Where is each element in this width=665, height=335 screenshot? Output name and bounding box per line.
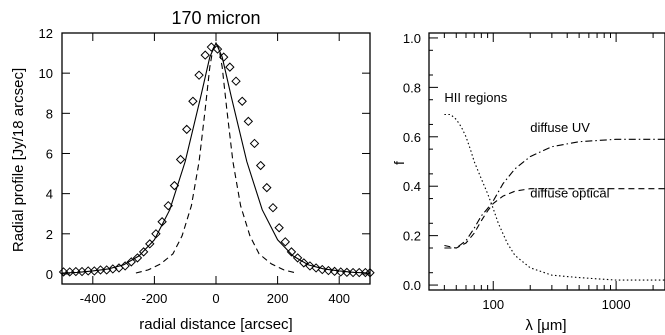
left-title: 170 micron [171,8,260,28]
left-data-point [200,50,210,60]
right-series-hii-regions-line [444,113,665,281]
right-x-tick-label: 1000 [602,297,631,312]
left-data-point [348,267,358,278]
left-data-point [95,265,106,275]
left-data-point [169,180,180,191]
left-y-tick-label: 0 [46,267,53,282]
right-y-tick-label: 1.0 [403,31,421,46]
left-data-point [299,258,309,268]
right-y-tick-label: 0.0 [403,278,421,293]
right-plot-area [444,113,665,281]
left-data-point [194,70,204,80]
right-y-label: f [391,161,407,165]
left-series-solid-line [61,41,371,274]
left-x-label: radial distance [arcsec] [139,316,292,333]
left-data-point [255,160,266,171]
right-y-tick-label: 0.2 [403,229,421,244]
left-data-point [225,62,235,72]
left-data-point [262,182,272,193]
left-x-tick-label: -400 [80,291,106,306]
left-data-point [188,96,198,106]
left-chart: 170 micron -400 -200 0 200 400 0 2 4 6 8 10 12 rad… [10,8,375,333]
left-data-point [286,247,297,257]
left-x-tick-label: 400 [328,291,350,306]
left-data-point [268,202,278,213]
left-data-point [83,266,93,276]
left-y-tick-label: 2 [46,227,53,242]
left-y-tick-label: 6 [46,146,53,161]
left-y-tick-label: 10 [39,66,53,81]
left-y-ticks: 0 2 4 6 8 10 12 [39,26,370,282]
annotation-hii-regions: HII regions [444,90,507,105]
annotation-diffuse-uv: diffuse UV [530,120,590,135]
left-series-dashed-line [135,41,297,274]
left-data-point [182,124,192,135]
right-x-tick-label: 100 [482,297,504,312]
left-data-point [175,154,186,165]
right-annotations: HII regions diffuse UV diffuse optical [444,90,609,200]
left-data-point [212,44,223,54]
left-x-ticks: -400 -200 0 200 400 [80,33,350,306]
left-data-point [237,96,247,106]
left-axes-frame [61,32,371,285]
left-data-point [274,223,284,233]
right-axes-frame [428,32,665,291]
left-plot-area [58,41,375,278]
right-series-diffuse-uv-line [444,138,665,249]
left-data-point [231,76,241,86]
annotation-diffuse-optical: diffuse optical [530,185,609,200]
left-data-point [243,116,254,127]
left-data-point [126,257,137,267]
left-data-point [71,266,81,277]
right-x-label: λ [μm] [525,317,566,334]
left-x-tick-label: -200 [141,291,167,306]
right-chart: 100 1000 0.0 0.2 0.4 0.6 0.8 1.0 HII regions di… [391,31,665,334]
left-x-tick-label: 0 [212,291,219,306]
left-data-point [138,247,149,257]
left-y-label: Radial profile [Jy/18 arcsec] [10,68,27,252]
left-y-tick-label: 12 [39,26,53,41]
left-data-point [354,267,364,278]
left-data-point [132,253,143,263]
left-data-point [249,138,260,149]
right-y-tick-label: 0.4 [403,179,421,194]
left-x-tick-label: 200 [267,291,289,306]
right-y-ticks: 0.0 0.2 0.4 0.6 0.8 1.0 [403,31,438,293]
right-series-diffuse-optical-line [444,188,665,249]
right-y-tick-label: 0.8 [403,80,421,95]
left-data-point [58,267,69,277]
left-y-tick-label: 8 [46,106,53,121]
left-data-point [280,237,291,247]
left-y-tick-label: 4 [46,187,53,202]
left-data-point [163,200,173,211]
left-data-point [120,261,130,271]
right-y-tick-label: 0.6 [403,130,421,145]
right-x-ticks: 100 1000 [428,33,654,312]
